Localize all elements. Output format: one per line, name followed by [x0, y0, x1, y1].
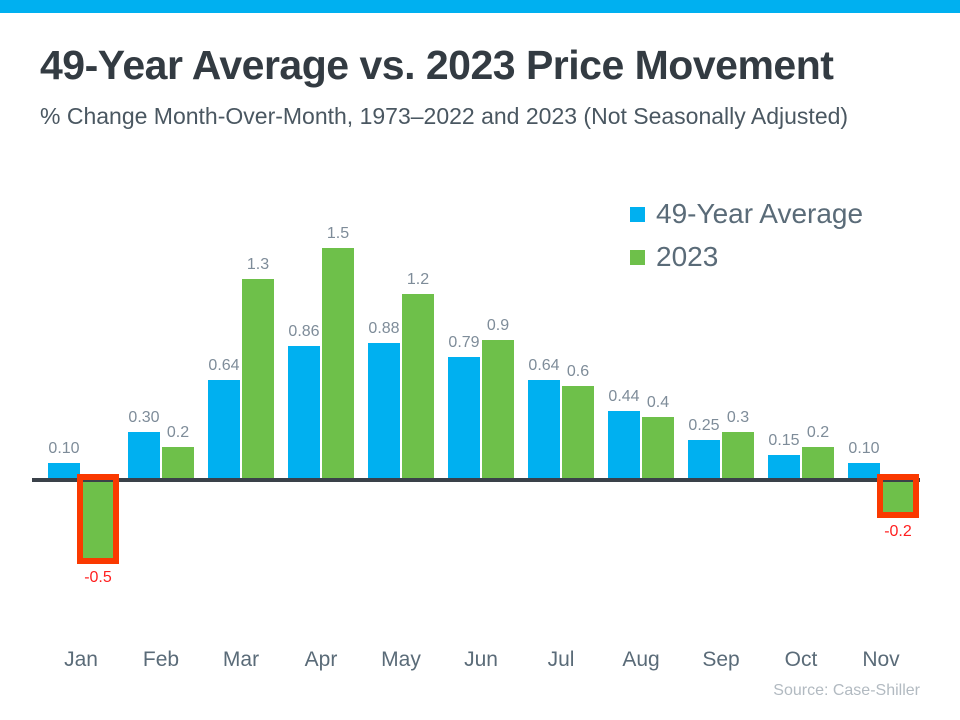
bar-avg-apr [288, 346, 320, 478]
bar-2023-may [402, 294, 434, 478]
legend-label: 2023 [656, 241, 719, 272]
chart-legend: 49-Year Average 2023 [630, 198, 863, 284]
page-title: 49-Year Average vs. 2023 Price Movement [40, 42, 834, 88]
month-label-jul: Jul [547, 648, 575, 671]
bar-value-avg-aug: 0.44 [608, 388, 640, 405]
bar-avg-oct [768, 455, 800, 478]
month-label-sep: Sep [702, 648, 740, 671]
bar-value-avg-oct: 0.15 [768, 432, 800, 449]
month-label-jan: Jan [64, 648, 98, 671]
bar-value-avg-mar: 0.64 [208, 357, 240, 374]
source-attribution: Source: Case-Shiller [773, 682, 920, 699]
bar-2023-sep [722, 432, 754, 478]
bar-avg-jul [528, 380, 560, 478]
page-subtitle: % Change Month-Over-Month, 1973–2022 and… [40, 103, 849, 129]
legend-label: 49-Year Average [656, 198, 864, 229]
bar-value-2023-jul: 0.6 [566, 363, 590, 380]
month-label-nov: Nov [862, 648, 900, 671]
month-label-aug: Aug [622, 648, 660, 671]
month-label-may: May [381, 648, 421, 671]
bar-avg-sep [688, 440, 720, 478]
bar-avg-jan [48, 463, 80, 478]
highlight-box-jan [77, 474, 119, 564]
month-label-oct: Oct [784, 648, 818, 671]
bar-value-avg-may: 0.88 [368, 320, 400, 337]
bar-2023-jul [562, 386, 594, 478]
month-label-jun: Jun [464, 648, 498, 671]
bar-2023-apr [322, 248, 354, 478]
legend-item-2023: 2023 [630, 241, 863, 273]
bar-2023-nov [882, 482, 914, 513]
bar-value-2023-nov: -0.2 [884, 523, 912, 540]
bar-value-avg-jun: 0.79 [448, 334, 480, 351]
bar-avg-feb [128, 432, 160, 478]
bar-value-2023-oct: 0.2 [806, 424, 830, 441]
bar-avg-jun [448, 357, 480, 478]
bar-2023-jan [82, 482, 114, 559]
bar-value-2023-jun: 0.9 [486, 317, 510, 334]
bar-value-avg-jul: 0.64 [528, 357, 560, 374]
bar-avg-may [368, 343, 400, 478]
highlight-box-nov [877, 474, 919, 518]
bar-value-avg-sep: 0.25 [688, 417, 720, 434]
legend-swatch-blue [630, 206, 645, 222]
bar-value-2023-sep: 0.3 [726, 409, 750, 426]
bar-value-2023-aug: 0.4 [646, 394, 670, 411]
month-label-apr: Apr [304, 648, 338, 671]
bar-value-avg-jan: 0.10 [48, 440, 80, 457]
legend-item-49yr-average: 49-Year Average [630, 198, 863, 230]
bar-value-2023-apr: 1.5 [326, 225, 350, 242]
month-label-feb: Feb [142, 648, 180, 671]
bar-2023-jun [482, 340, 514, 478]
month-label-mar: Mar [222, 648, 260, 671]
bar-2023-mar [242, 279, 274, 478]
bar-value-avg-apr: 0.86 [288, 323, 320, 340]
bar-avg-aug [608, 411, 640, 478]
legend-swatch-green [630, 249, 645, 265]
bar-value-2023-mar: 1.3 [246, 256, 270, 273]
x-axis-line [32, 478, 920, 482]
bar-2023-oct [802, 447, 834, 478]
bar-value-2023-may: 1.2 [406, 271, 430, 288]
bar-value-2023-feb: 0.2 [166, 424, 190, 441]
bar-2023-aug [642, 417, 674, 478]
bar-2023-feb [162, 447, 194, 478]
bar-avg-mar [208, 380, 240, 478]
bar-value-avg-nov: 0.10 [848, 440, 880, 457]
bar-value-2023-jan: -0.5 [84, 569, 112, 586]
top-accent-bar [0, 0, 960, 13]
bar-value-avg-feb: 0.30 [128, 409, 160, 426]
bar-avg-nov [848, 463, 880, 478]
